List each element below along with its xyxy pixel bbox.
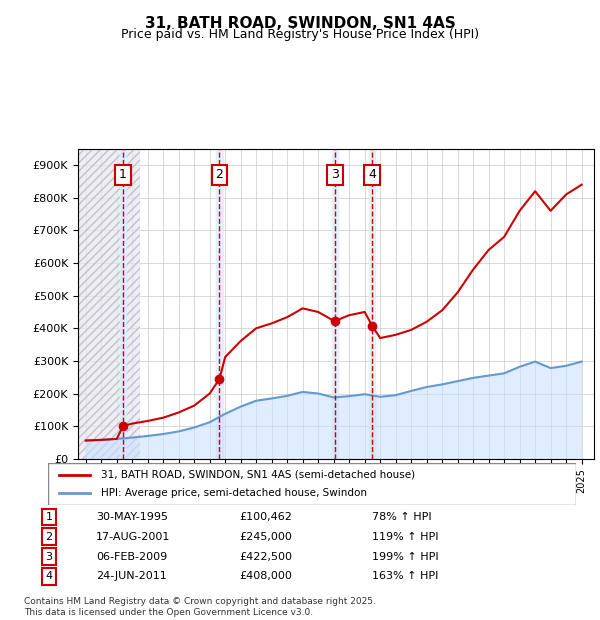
Text: 17-AUG-2001: 17-AUG-2001 <box>96 532 170 542</box>
Text: £408,000: £408,000 <box>239 571 292 582</box>
Text: 4: 4 <box>368 169 376 182</box>
Text: 1: 1 <box>46 512 52 522</box>
Bar <box>369 149 375 459</box>
Bar <box>332 149 338 459</box>
Text: £422,500: £422,500 <box>239 552 292 562</box>
Text: 4: 4 <box>45 571 52 582</box>
Text: 31, BATH ROAD, SWINDON, SN1 4AS (semi-detached house): 31, BATH ROAD, SWINDON, SN1 4AS (semi-de… <box>101 470 415 480</box>
Text: 199% ↑ HPI: 199% ↑ HPI <box>372 552 439 562</box>
Text: HPI: Average price, semi-detached house, Swindon: HPI: Average price, semi-detached house,… <box>101 489 367 498</box>
Bar <box>217 149 223 459</box>
Text: 3: 3 <box>331 169 339 182</box>
Text: 30-MAY-1995: 30-MAY-1995 <box>96 512 168 522</box>
Text: 3: 3 <box>46 552 52 562</box>
Text: £100,462: £100,462 <box>239 512 292 522</box>
Text: 1: 1 <box>119 169 127 182</box>
Text: 06-FEB-2009: 06-FEB-2009 <box>96 552 167 562</box>
Text: 24-JUN-2011: 24-JUN-2011 <box>96 571 167 582</box>
Bar <box>120 149 126 459</box>
Text: 78% ↑ HPI: 78% ↑ HPI <box>372 512 431 522</box>
Text: 2: 2 <box>45 532 52 542</box>
Text: 31, BATH ROAD, SWINDON, SN1 4AS: 31, BATH ROAD, SWINDON, SN1 4AS <box>145 16 455 30</box>
Text: 2: 2 <box>215 169 223 182</box>
Text: 119% ↑ HPI: 119% ↑ HPI <box>372 532 438 542</box>
Text: 163% ↑ HPI: 163% ↑ HPI <box>372 571 438 582</box>
Text: Contains HM Land Registry data © Crown copyright and database right 2025.
This d: Contains HM Land Registry data © Crown c… <box>24 598 376 617</box>
FancyBboxPatch shape <box>48 463 576 505</box>
Text: Price paid vs. HM Land Registry's House Price Index (HPI): Price paid vs. HM Land Registry's House … <box>121 28 479 41</box>
Text: £245,000: £245,000 <box>239 532 292 542</box>
